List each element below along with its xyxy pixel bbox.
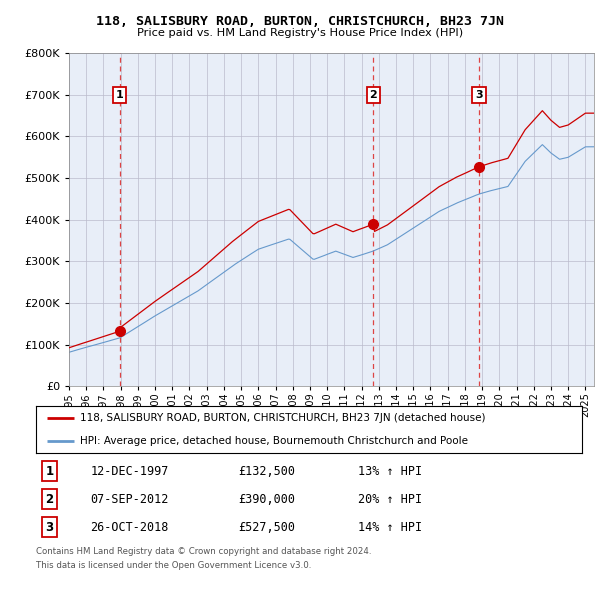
Text: 3: 3 (46, 520, 54, 533)
Text: 2: 2 (46, 493, 54, 506)
Text: 118, SALISBURY ROAD, BURTON, CHRISTCHURCH, BH23 7JN: 118, SALISBURY ROAD, BURTON, CHRISTCHURC… (96, 15, 504, 28)
Text: 13% ↑ HPI: 13% ↑ HPI (358, 465, 422, 478)
Text: Price paid vs. HM Land Registry's House Price Index (HPI): Price paid vs. HM Land Registry's House … (137, 28, 463, 38)
Text: HPI: Average price, detached house, Bournemouth Christchurch and Poole: HPI: Average price, detached house, Bour… (80, 437, 467, 446)
Text: 3: 3 (475, 90, 483, 100)
Text: £527,500: £527,500 (238, 520, 295, 533)
Text: 118, SALISBURY ROAD, BURTON, CHRISTCHURCH, BH23 7JN (detached house): 118, SALISBURY ROAD, BURTON, CHRISTCHURC… (80, 413, 485, 422)
Text: 26-OCT-2018: 26-OCT-2018 (91, 520, 169, 533)
Text: 1: 1 (46, 465, 54, 478)
Text: 14% ↑ HPI: 14% ↑ HPI (358, 520, 422, 533)
Text: £132,500: £132,500 (238, 465, 295, 478)
Text: 2: 2 (370, 90, 377, 100)
Text: 07-SEP-2012: 07-SEP-2012 (91, 493, 169, 506)
Text: This data is licensed under the Open Government Licence v3.0.: This data is licensed under the Open Gov… (36, 560, 311, 569)
Text: 12-DEC-1997: 12-DEC-1997 (91, 465, 169, 478)
Text: Contains HM Land Registry data © Crown copyright and database right 2024.: Contains HM Land Registry data © Crown c… (36, 547, 371, 556)
Text: 20% ↑ HPI: 20% ↑ HPI (358, 493, 422, 506)
Text: 1: 1 (116, 90, 124, 100)
Text: £390,000: £390,000 (238, 493, 295, 506)
